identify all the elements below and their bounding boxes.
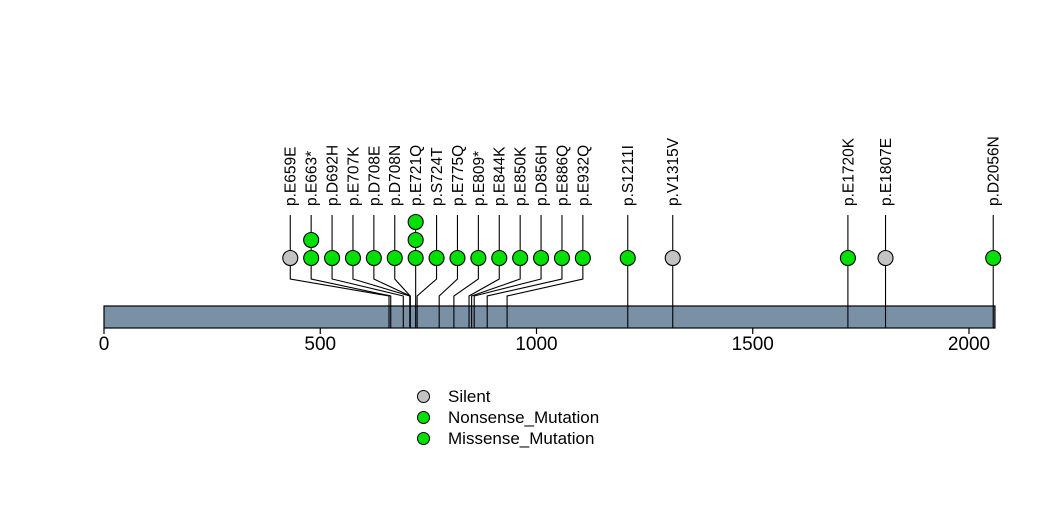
mutation-point: [449, 249, 466, 267]
mutation-point: [386, 249, 403, 267]
mutation-label: p.D708N: [387, 145, 404, 206]
lollipop-stem: [394, 215, 411, 328]
lollipop-stem: [416, 215, 438, 328]
mutation-label: p.E932Q: [575, 145, 592, 206]
mutation-label: p.E809*: [471, 151, 488, 206]
mutation-point: [985, 249, 1002, 267]
mutation-label: p.E707K: [345, 146, 362, 206]
mutation-label: p.S1211I: [620, 145, 637, 206]
mutation-label: p.V1315V: [665, 137, 682, 206]
lollipop-stem: [486, 215, 563, 328]
lollipop-stem: [468, 215, 500, 328]
mutation-label: p.E775Q: [450, 145, 467, 206]
mutation-label: p.E1720K: [840, 137, 857, 206]
axis-tick-label: 0: [99, 334, 110, 355]
mutation-point: [344, 249, 362, 267]
mutation-point: [574, 249, 591, 267]
lollipop-stem: [289, 215, 390, 328]
mutation-label: p.E844K: [492, 146, 509, 206]
lollipop-stem: [471, 215, 521, 328]
mutation-label: p.E850K: [513, 146, 530, 206]
mutation-point: [324, 249, 341, 267]
legend-label: Nonsense_Mutation: [448, 407, 600, 427]
legend-row-nonsense: Nonsense_Mutation: [417, 407, 599, 428]
mutation-label: p.D692H: [324, 145, 341, 206]
mutation-point: [470, 249, 487, 267]
legend-row-silent: Silent: [417, 386, 599, 407]
mutation-point: [428, 249, 445, 267]
mutation-point: [664, 249, 681, 267]
mutation-point: [407, 231, 424, 249]
legend-row-missense: Missense_Mutation: [417, 428, 599, 449]
mutation-point: [839, 249, 856, 267]
legend-dot: [417, 390, 430, 403]
axis-tick-label: 1500: [732, 334, 774, 355]
mutation-point: [877, 249, 894, 267]
mutation-point: [619, 249, 636, 267]
mutation-point: [512, 249, 529, 267]
mutation-point: [553, 249, 571, 267]
axis-tick-label: 2000: [948, 334, 990, 355]
lollipop-stem: [453, 215, 479, 328]
mutation-label: p.D856H: [533, 145, 550, 206]
mutation-point: [303, 231, 320, 249]
lollipop-stem: [331, 215, 404, 328]
lollipop-stem: [506, 215, 584, 328]
mutation-label: p.E886Q: [554, 145, 571, 206]
mutation-label: p.S724T: [429, 147, 446, 206]
legend-dot: [417, 411, 430, 424]
mutation-point: [365, 249, 382, 267]
lollipop-stem: [438, 215, 459, 328]
mutation-point: [533, 249, 550, 267]
mutation-label: p.D2056N: [986, 136, 1003, 206]
mutation-label: p.E663*: [304, 151, 321, 206]
legend-label: Missense_Mutation: [448, 428, 595, 448]
lollipop-stem: [473, 215, 542, 328]
legend: Silent Nonsense_Mutation Missense_Mutati…: [417, 386, 599, 449]
mutation-label: p.E659E: [283, 147, 300, 206]
mutation-point: [407, 249, 424, 267]
mutation-point: [407, 213, 424, 231]
axis-tick-label: 500: [304, 334, 336, 355]
mutation-point: [491, 249, 508, 267]
mutation-point: [282, 249, 299, 267]
mutation-label: p.D708E: [366, 146, 383, 206]
legend-label: Silent: [448, 386, 491, 406]
protein-body-bar: [103, 305, 996, 329]
legend-dot: [417, 432, 430, 445]
axis-tick-label: 1000: [515, 334, 557, 355]
mutation-label: p.E1807E: [878, 138, 895, 206]
mutation-label: p.E721Q: [408, 145, 425, 206]
mutation-point: [303, 249, 320, 267]
